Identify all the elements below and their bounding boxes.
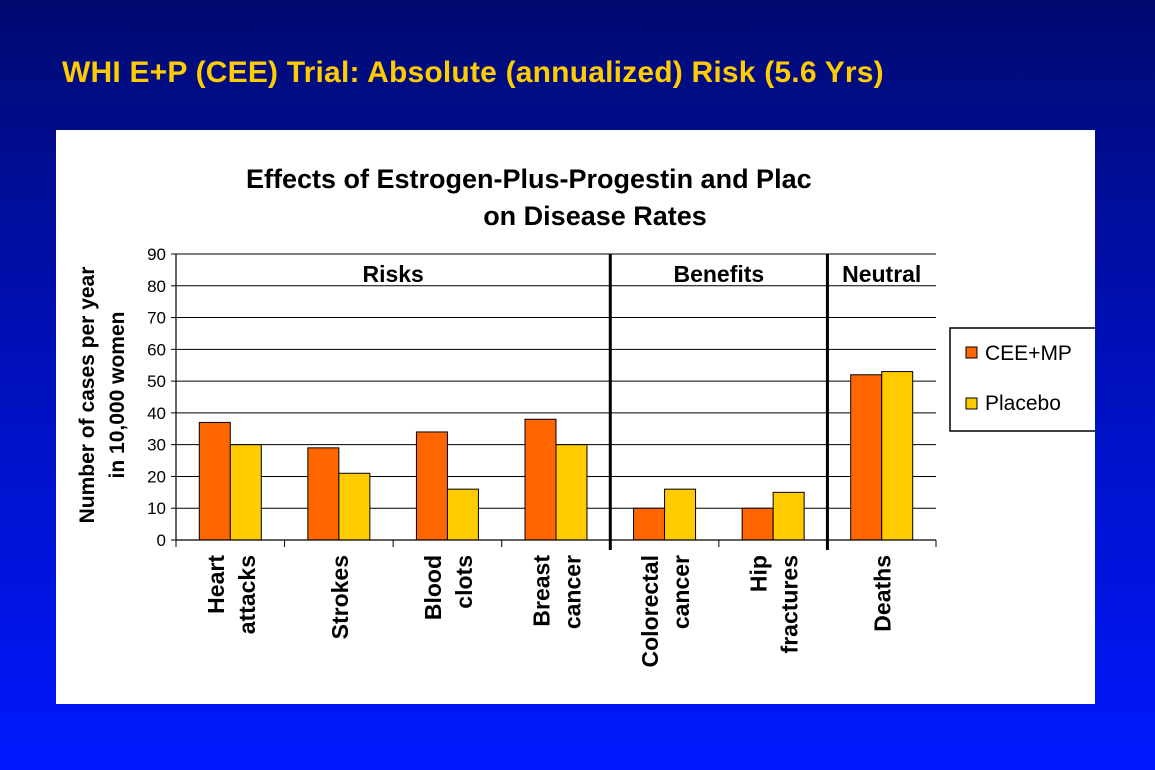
category-label: cancer — [560, 555, 586, 629]
bar-cee-mpa — [198, 421, 231, 541]
y-tick-label: 70 — [147, 309, 166, 328]
bar-cee-mpa — [415, 431, 448, 541]
y-tick-label: 30 — [147, 436, 166, 455]
category-label: attacks — [234, 555, 260, 634]
axes — [171, 253, 937, 550]
group-label: Risks — [362, 261, 423, 287]
chart-panel: Effects of Estrogen-Plus-Progestin and P… — [56, 130, 1095, 704]
y-tick-label: 10 — [147, 499, 166, 518]
bar-cee-mpa — [741, 507, 774, 541]
grid-lines — [176, 253, 936, 509]
bar-placebo — [446, 488, 479, 541]
category-label: Breast — [529, 555, 555, 627]
bar-placebo — [881, 371, 914, 541]
bar-placebo — [338, 472, 371, 541]
group-label: Neutral — [842, 261, 921, 287]
category-label: Colorectal — [637, 555, 663, 667]
y-tick-label: 20 — [147, 467, 166, 486]
bars — [198, 371, 914, 541]
y-tick-label: 80 — [147, 277, 166, 296]
chart-title-line2: on Disease Rates — [483, 201, 707, 231]
y-axis-label-line1: Number of cases per year — [76, 267, 99, 524]
labels: 0 10 20 30 40 50 60 70 80 90 Risks Benefits Neutral H… — [147, 245, 921, 667]
y-tick-label: 90 — [147, 245, 166, 264]
category-label: Heart — [203, 555, 229, 614]
category-label: Deaths — [870, 555, 896, 632]
bar-cee-mpa — [850, 374, 883, 541]
category-label: fractures — [777, 555, 803, 653]
y-tick-label: 0 — [157, 531, 166, 550]
legend-swatch-cee-mpa — [965, 346, 978, 359]
category-label: Hip — [746, 555, 772, 592]
legend-label-cee-mpa: CEE+MP — [985, 342, 1072, 365]
slide-title: WHI E+P (CEE) Trial: Absolute (annualize… — [62, 56, 884, 89]
legend: CEE+MP Placebo — [949, 327, 1095, 432]
category-label: Strokes — [327, 555, 353, 639]
bar-cee-mpa — [633, 507, 666, 541]
chart-title-line1: Effects of Estrogen-Plus-Progestin and P… — [246, 164, 812, 194]
bar-placebo — [772, 491, 805, 541]
bar-placebo — [229, 444, 262, 541]
bar-placebo — [664, 488, 697, 541]
bar-placebo — [555, 444, 588, 541]
y-tick-label: 40 — [147, 404, 166, 423]
y-axis-label-line2: in 10,000 women — [106, 312, 129, 479]
y-tick-label: 60 — [147, 340, 166, 359]
group-label: Benefits — [673, 261, 764, 287]
category-label: Blood — [420, 555, 446, 620]
y-tick-label: 50 — [147, 372, 166, 391]
category-label: cancer — [668, 555, 694, 629]
category-label: clots — [451, 555, 477, 609]
legend-box — [949, 327, 1095, 432]
legend-swatch-placebo — [965, 397, 978, 410]
bar-cee-mpa — [307, 447, 340, 541]
bar-chart: Effects of Estrogen-Plus-Progestin and P… — [76, 164, 1095, 667]
bar-cee-mpa — [524, 418, 557, 541]
legend-label-placebo: Placebo — [985, 392, 1061, 415]
